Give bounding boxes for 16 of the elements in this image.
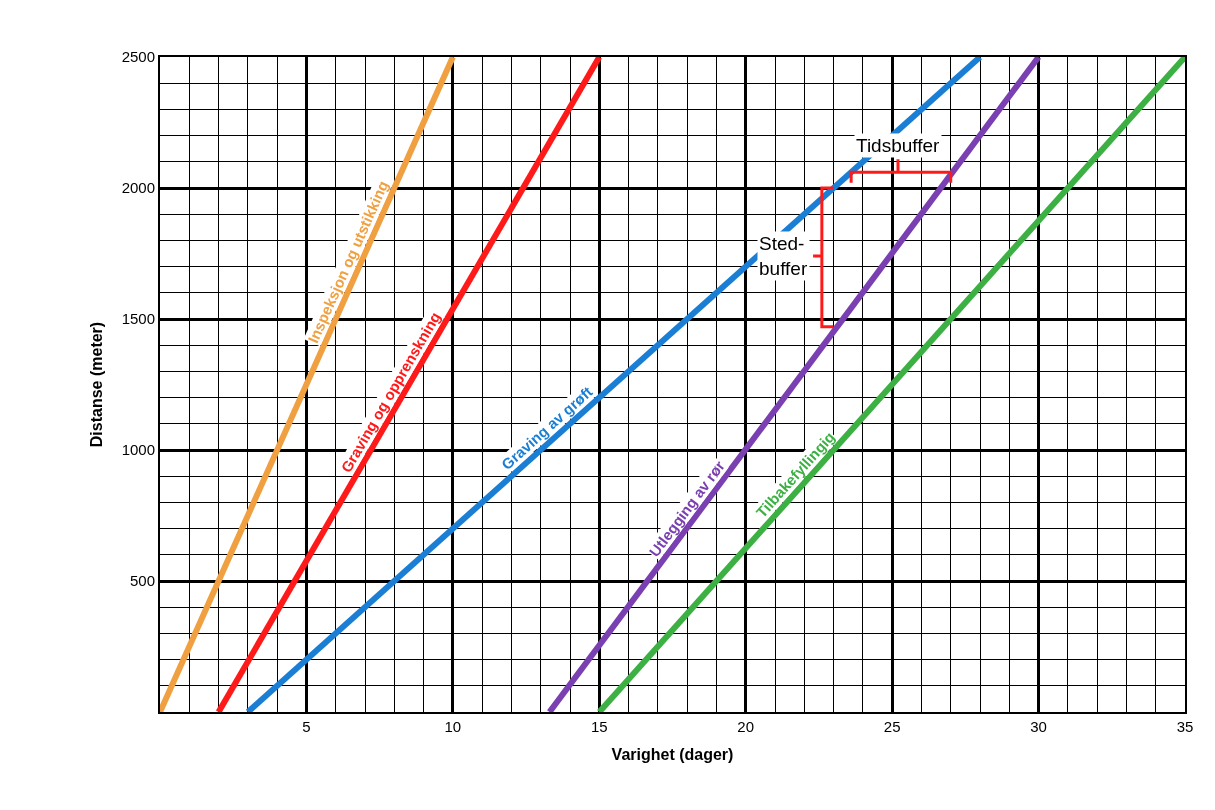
x-tick-label: 5 xyxy=(302,718,311,735)
x-tick-label: 35 xyxy=(1176,718,1194,735)
y-tick-label: 2500 xyxy=(121,48,155,66)
x-tick-label: 30 xyxy=(1030,718,1047,735)
y-tick-label: 1500 xyxy=(121,310,155,328)
annotation: Tidsbuffer xyxy=(856,135,941,156)
y-tick-label: 1000 xyxy=(121,441,155,459)
y-axis-title: Distanse (meter) xyxy=(88,321,106,448)
x-tick-label: 25 xyxy=(883,718,901,735)
x-tick-label: 20 xyxy=(737,718,755,735)
annotation: Sted-buffer xyxy=(759,233,808,279)
y-tick-label: 500 xyxy=(129,572,155,590)
x-axis-title: Varighet (dager) xyxy=(611,746,734,764)
x-tick-label: 10 xyxy=(444,718,462,735)
y-tick-label: 2000 xyxy=(121,179,155,197)
x-tick-label: 15 xyxy=(590,718,608,735)
